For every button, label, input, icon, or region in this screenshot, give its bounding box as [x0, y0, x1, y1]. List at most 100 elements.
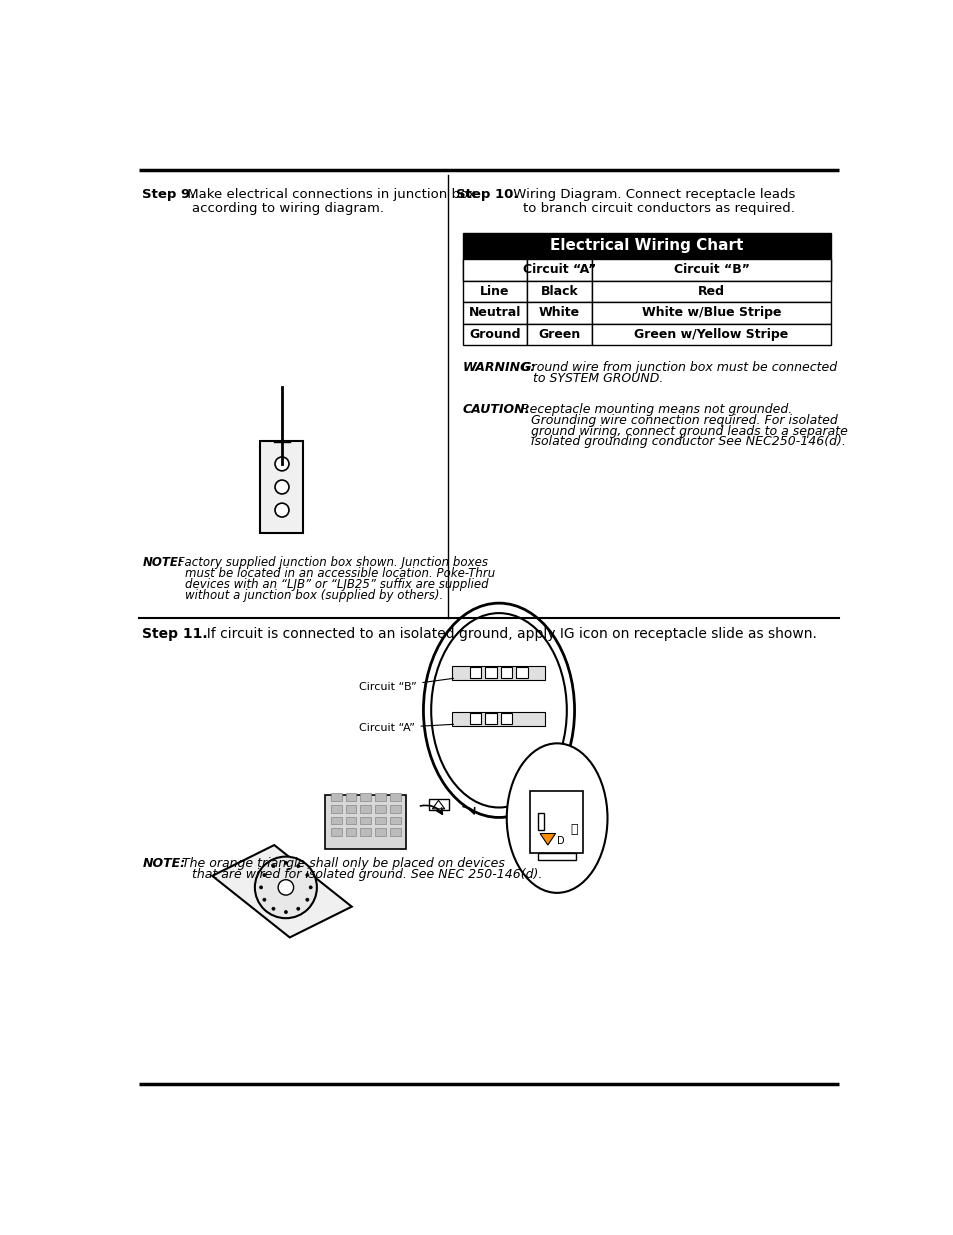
Text: Ground: Ground [469, 329, 520, 341]
Text: The orange triangle shall only be placed on devices: The orange triangle shall only be placed… [178, 857, 504, 869]
Text: Circuit “A”: Circuit “A” [522, 263, 596, 277]
Text: Red: Red [698, 285, 724, 298]
Text: must be located in an accessible location. Poke-Thru: must be located in an accessible locatio… [185, 567, 495, 580]
Ellipse shape [274, 503, 289, 517]
Ellipse shape [254, 857, 316, 918]
Bar [345, 829, 356, 836]
Ellipse shape [306, 873, 309, 877]
Bar [375, 829, 385, 836]
Ellipse shape [284, 861, 287, 864]
Bar [390, 829, 400, 836]
Bar [462, 259, 831, 280]
Bar [452, 666, 545, 679]
Ellipse shape [284, 910, 287, 914]
Text: Green w/Yellow Stripe: Green w/Yellow Stripe [634, 329, 788, 341]
Bar [591, 280, 831, 303]
Bar [530, 792, 582, 852]
Ellipse shape [431, 613, 566, 808]
Text: Step 11.: Step 11. [142, 627, 208, 641]
Polygon shape [539, 834, 555, 845]
Text: Ground wire from junction box must be connected: Ground wire from junction box must be co… [517, 361, 836, 374]
Ellipse shape [306, 898, 309, 902]
Bar [331, 829, 341, 836]
Text: White: White [538, 306, 579, 320]
Bar [345, 793, 356, 802]
Bar [527, 303, 591, 324]
Text: ⏚: ⏚ [570, 824, 578, 836]
Polygon shape [432, 800, 444, 809]
Bar [390, 793, 400, 802]
Bar [260, 441, 303, 534]
Text: Step 10.: Step 10. [456, 188, 518, 201]
Bar [591, 303, 831, 324]
Bar [462, 259, 527, 280]
Text: according to wiring diagram.: according to wiring diagram. [192, 203, 384, 215]
Bar [390, 816, 400, 824]
Text: If circuit is connected to an isolated ground, apply IG icon on receptacle slide: If circuit is connected to an isolated g… [198, 627, 817, 641]
Bar [537, 852, 576, 861]
Text: Circuit “B”: Circuit “B” [359, 678, 453, 692]
Text: Make electrical connections in junction box: Make electrical connections in junction … [183, 188, 475, 201]
Bar [591, 259, 831, 280]
Bar [360, 793, 371, 802]
Bar [375, 793, 385, 802]
Bar [375, 805, 385, 813]
Ellipse shape [309, 885, 312, 889]
Bar [469, 714, 480, 724]
Text: Factory supplied junction box shown. Junction boxes: Factory supplied junction box shown. Jun… [174, 556, 488, 569]
Ellipse shape [296, 908, 299, 910]
Bar [345, 816, 356, 824]
Text: D: D [557, 836, 564, 846]
Bar [345, 805, 356, 813]
Bar [331, 805, 341, 813]
Ellipse shape [274, 457, 289, 471]
Text: Electrical Wiring Chart: Electrical Wiring Chart [550, 238, 743, 253]
Bar [462, 280, 527, 303]
Text: Line: Line [479, 285, 509, 298]
Text: WARNING:: WARNING: [462, 361, 536, 374]
Text: NOTE:: NOTE: [142, 556, 183, 569]
Text: that are wired for isolated ground. See NEC 250-146(d).: that are wired for isolated ground. See … [192, 868, 542, 881]
Text: to SYSTEM GROUND.: to SYSTEM GROUND. [533, 372, 662, 384]
Bar [527, 259, 591, 280]
Text: without a junction box (supplied by others).: without a junction box (supplied by othe… [185, 589, 443, 601]
Ellipse shape [423, 603, 574, 818]
Text: Circuit “A”: Circuit “A” [359, 722, 453, 734]
Ellipse shape [506, 743, 607, 893]
Bar [591, 324, 831, 346]
Ellipse shape [259, 885, 262, 889]
Polygon shape [212, 845, 352, 937]
Bar [360, 816, 371, 824]
Text: Green: Green [537, 329, 580, 341]
Ellipse shape [272, 908, 274, 910]
Text: Grounding wire connection required. For isolated: Grounding wire connection required. For … [530, 414, 837, 427]
Bar [527, 324, 591, 346]
Ellipse shape [263, 898, 266, 902]
Bar [500, 667, 512, 678]
Text: Wiring Diagram. Connect receptacle leads: Wiring Diagram. Connect receptacle leads [509, 188, 795, 201]
Bar [360, 829, 371, 836]
Bar [527, 280, 591, 303]
Ellipse shape [278, 879, 294, 895]
Bar [462, 324, 527, 346]
Bar [390, 805, 400, 813]
Text: Step 9.: Step 9. [142, 188, 195, 201]
Ellipse shape [296, 864, 299, 868]
Text: White w/Blue Stripe: White w/Blue Stripe [641, 306, 781, 320]
Bar [462, 233, 831, 259]
Text: ground wiring, connect ground leads to a separate: ground wiring, connect ground leads to a… [530, 425, 847, 437]
Text: devices with an “LJB” or “LJB25” suffix are supplied: devices with an “LJB” or “LJB25” suffix … [185, 578, 488, 590]
Polygon shape [429, 799, 448, 810]
Text: Receptacle mounting means not grounded.: Receptacle mounting means not grounded. [517, 403, 791, 416]
Text: isolated grounding conductor See NEC250-146(d).: isolated grounding conductor See NEC250-… [530, 436, 844, 448]
Text: Black: Black [540, 285, 578, 298]
Text: CAUTION:: CAUTION: [462, 403, 530, 416]
Text: Circuit “B”: Circuit “B” [673, 263, 749, 277]
Ellipse shape [263, 873, 266, 877]
Bar [516, 667, 527, 678]
Bar [500, 714, 512, 724]
Bar [375, 816, 385, 824]
Bar [462, 303, 527, 324]
Text: to branch circuit conductors as required.: to branch circuit conductors as required… [522, 203, 794, 215]
Bar [537, 813, 543, 830]
